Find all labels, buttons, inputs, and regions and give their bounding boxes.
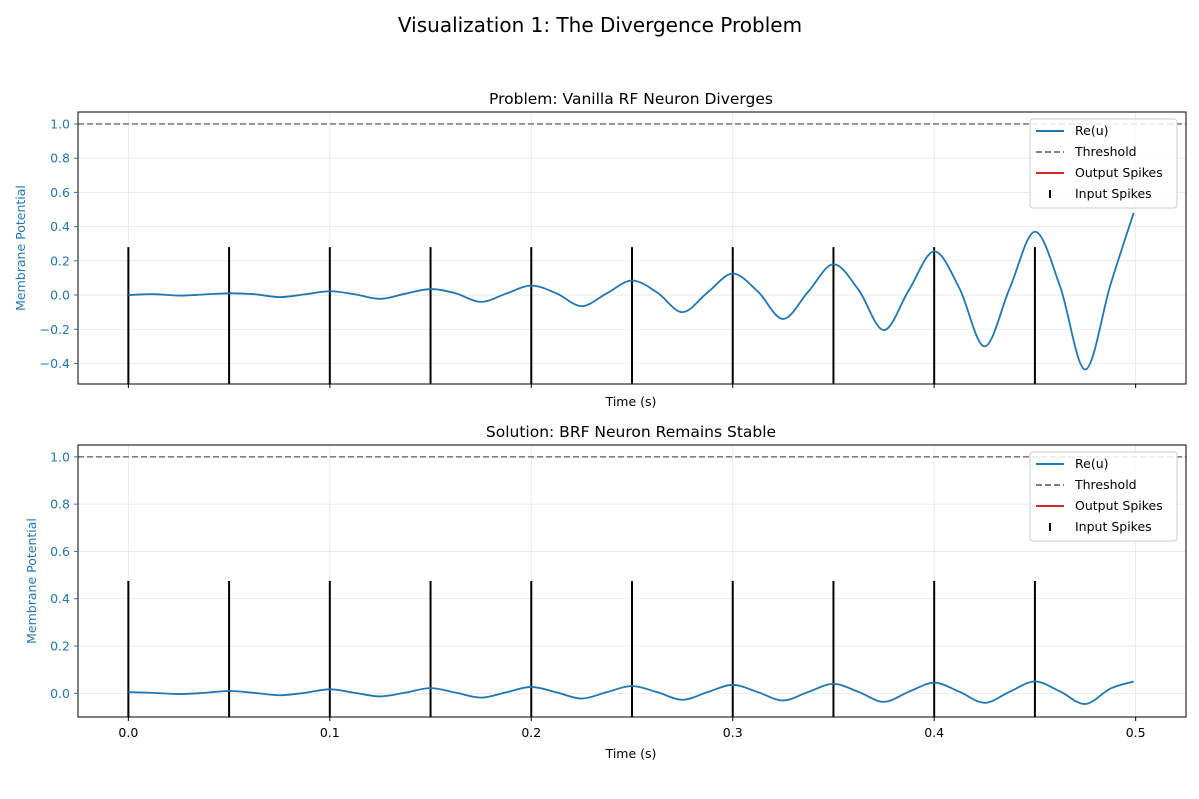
bottom-x-tick-label: 0.1 xyxy=(320,725,340,740)
legend-label-threshold: Threshold xyxy=(1074,477,1137,492)
panel-bottom-legend: Re(u) Threshold Output Spikes Input Spik… xyxy=(1029,451,1178,542)
legend-box xyxy=(1029,451,1178,542)
bottom-axes-frame xyxy=(77,444,1187,718)
bottom-y-tick-label: 0.2 xyxy=(50,639,70,654)
legend-box xyxy=(1029,118,1178,209)
legend-label-threshold: Threshold xyxy=(1074,144,1137,159)
bottom-y-tick-label: 1.0 xyxy=(50,449,70,464)
legend-label-reu: Re(u) xyxy=(1075,456,1109,471)
figure-title: Visualization 1: The Divergence Problem xyxy=(398,13,802,37)
top-y-tick-label: 0.8 xyxy=(50,151,70,166)
panel-bottom-title: Solution: BRF Neuron Remains Stable xyxy=(486,423,776,441)
bottom-x-tick-label: 0.4 xyxy=(924,725,944,740)
panel-top-legend: Re(u) Threshold Output Spikes Input Spik… xyxy=(1029,118,1178,209)
top-axes-frame xyxy=(77,111,1187,385)
bottom-x-tick-label: 0.3 xyxy=(723,725,743,740)
bottom-x-tick-label: 0.0 xyxy=(118,725,138,740)
bottom-x-tick-label: 0.5 xyxy=(1126,725,1146,740)
panel-bottom-x-axis-label: Time (s) xyxy=(605,746,657,761)
bottom-x-tick-label: 0.2 xyxy=(521,725,541,740)
panel-bottom-y-axis-label: Membrane Potential xyxy=(24,518,39,644)
bottom-y-tick-label: 0.6 xyxy=(50,544,70,559)
top-y-tick-label: −0.2 xyxy=(40,322,70,337)
top-y-tick-label: 0.2 xyxy=(50,253,70,268)
panel-top-plot-area: −0.4 −0.2 0.0 0.2 0.4 0.6 0.8 1.0 xyxy=(40,111,1187,388)
panel-bottom: Solution: BRF Neuron Remains Stable 0.00… xyxy=(24,423,1187,761)
top-y-tick-label: −0.4 xyxy=(40,356,70,371)
top-y-tick-label: 0.6 xyxy=(50,185,70,200)
panel-top-title: Problem: Vanilla RF Neuron Diverges xyxy=(489,90,773,108)
legend-label-input-spikes: Input Spikes xyxy=(1075,186,1152,201)
panel-top: Problem: Vanilla RF Neuron Diverges −0.4… xyxy=(13,90,1187,409)
panel-top-x-axis-label: Time (s) xyxy=(605,394,657,409)
top-y-tick-label: 1.0 xyxy=(50,116,70,131)
top-y-tick-label: 0.0 xyxy=(50,288,70,303)
legend-label-output-spikes: Output Spikes xyxy=(1075,498,1163,513)
legend-label-input-spikes: Input Spikes xyxy=(1075,519,1152,534)
top-y-tick-label: 0.4 xyxy=(50,219,70,234)
bottom-series-reu-line xyxy=(128,680,1134,705)
bottom-y-tick-label: 0.0 xyxy=(50,686,70,701)
bottom-y-tick-label: 0.8 xyxy=(50,497,70,512)
top-series-reu-line xyxy=(128,212,1135,371)
panel-bottom-plot-area: 0.0 0.2 0.4 0.6 0.8 1.0 0.0 0.1 0.2 0.3 0.4 0.5 xyxy=(50,444,1187,740)
panel-top-y-axis-label: Membrane Potential xyxy=(13,185,28,311)
bottom-y-tick-label: 0.4 xyxy=(50,591,70,606)
legend-label-reu: Re(u) xyxy=(1075,123,1109,138)
legend-label-output-spikes: Output Spikes xyxy=(1075,165,1163,180)
